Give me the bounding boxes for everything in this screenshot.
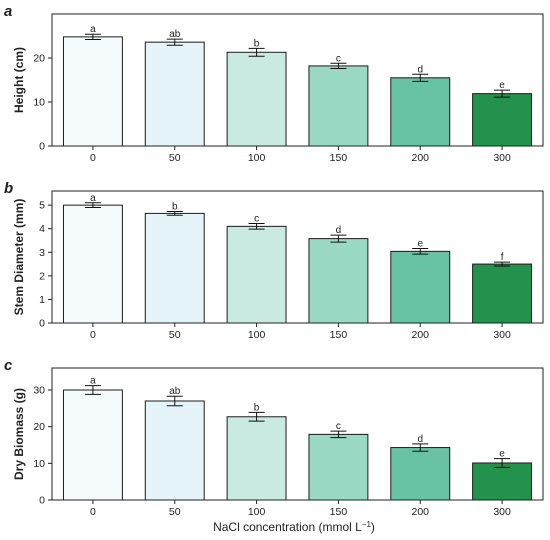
chart-panel-c: c a 0 ab 50 b 100 c 150 d 200 e 300 0 10 20 30 Dry Biomas… — [4, 357, 544, 518]
significance-letter: b — [254, 38, 260, 49]
bar-0 — [62, 204, 123, 324]
bar-300 — [472, 93, 533, 147]
y-tick-label: 0 — [39, 495, 45, 507]
y-tick-label: 3 — [39, 247, 45, 259]
y-axis-title: Dry Biomass (g) — [12, 388, 26, 480]
bar-50 — [144, 400, 205, 501]
plot-frame — [51, 13, 544, 147]
significance-letter: ab — [169, 386, 181, 397]
y-tick-label: 0 — [39, 318, 45, 330]
bar-200 — [390, 447, 451, 501]
significance-letter: c — [254, 214, 259, 225]
y-tick-label: 0 — [39, 141, 45, 153]
significance-letter: a — [90, 24, 96, 35]
y-tick-label: 4 — [39, 223, 45, 235]
bar-150 — [308, 65, 369, 147]
y-tick-label: 20 — [33, 421, 45, 433]
bar-100 — [226, 416, 287, 501]
significance-letter: e — [417, 239, 423, 250]
x-tick-label: 200 — [411, 506, 429, 518]
x-tick-label: 0 — [90, 506, 96, 518]
bar-50 — [144, 41, 205, 147]
x-axis-title-main: NaCl concentration (mmol L — [213, 520, 362, 534]
significance-letter: f — [501, 252, 504, 263]
x-tick-label: 150 — [330, 506, 348, 518]
significance-letter: c — [336, 53, 341, 64]
y-tick-label: 5 — [39, 200, 45, 212]
significance-letter: a — [90, 376, 96, 387]
bar-100 — [226, 51, 287, 147]
x-tick-label: 150 — [330, 329, 348, 341]
x-tick-label: 200 — [411, 152, 429, 164]
bar-0 — [62, 389, 123, 501]
x-tick-label: 50 — [169, 329, 181, 341]
y-tick-label: 30 — [33, 385, 45, 397]
bar-150 — [308, 238, 369, 324]
significance-letter: d — [336, 225, 342, 236]
significance-letter: d — [417, 64, 423, 75]
plot-frame — [51, 367, 544, 501]
bar-300 — [472, 462, 533, 501]
x-tick-label: 50 — [169, 506, 181, 518]
x-tick-label: 150 — [330, 152, 348, 164]
bar-50 — [144, 212, 205, 324]
plot-frame — [51, 190, 544, 324]
panel-letter: b — [4, 180, 13, 197]
x-tick-label: 0 — [90, 329, 96, 341]
significance-letter: e — [499, 449, 505, 460]
bar-200 — [390, 250, 451, 324]
y-tick-label: 10 — [33, 97, 45, 109]
panel-letter: c — [4, 357, 13, 374]
y-tick-label: 10 — [33, 458, 45, 470]
significance-letter: e — [499, 80, 505, 91]
bar-300 — [472, 263, 533, 324]
x-tick-label: 100 — [248, 329, 266, 341]
significance-letter: ab — [169, 29, 181, 40]
chart-panel-a: a a 0 ab 50 b 100 c 150 d 200 e 300 0 10 20 Height (cm) — [4, 3, 544, 164]
y-tick-label: 20 — [33, 53, 45, 65]
bar-150 — [308, 433, 369, 501]
y-axis-title: Height (cm) — [12, 47, 26, 113]
panel-letter: a — [4, 3, 12, 20]
x-tick-label: 200 — [411, 329, 429, 341]
x-axis-title-close: ) — [371, 520, 375, 534]
significance-letter: c — [336, 421, 341, 432]
x-tick-label: 50 — [169, 152, 181, 164]
y-axis-title: Stem Diameter (mm) — [12, 199, 26, 316]
bar-0 — [62, 36, 123, 147]
x-tick-label: 300 — [493, 152, 511, 164]
significance-letter: a — [90, 193, 96, 204]
significance-letter: d — [417, 434, 423, 445]
x-axis-title-superscript: −1 — [362, 520, 372, 529]
bar-100 — [226, 225, 287, 324]
x-axis-title: NaCl concentration (mmol L−1) — [213, 520, 375, 534]
x-tick-label: 300 — [493, 506, 511, 518]
y-tick-label: 1 — [39, 294, 45, 306]
x-tick-label: 0 — [90, 152, 96, 164]
x-tick-label: 300 — [493, 329, 511, 341]
x-tick-label: 100 — [248, 152, 266, 164]
x-tick-label: 100 — [248, 506, 266, 518]
significance-letter: b — [172, 202, 178, 213]
y-tick-label: 2 — [39, 270, 45, 282]
chart-panel-b: b a 0 b 50 c 100 d 150 e 200 f 300 0 1 2 3 4 5 Stem Diamete… — [4, 180, 544, 341]
bar-200 — [390, 77, 451, 147]
significance-letter: b — [254, 402, 260, 413]
